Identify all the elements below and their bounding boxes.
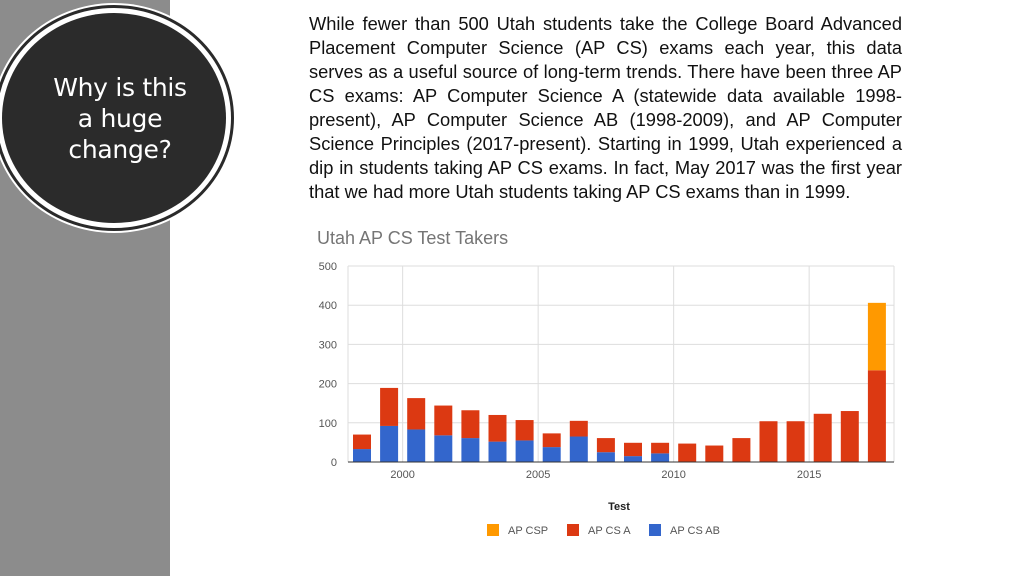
bar-ap-cs-a — [678, 443, 697, 462]
bar-ap-cs-a — [596, 438, 615, 453]
bar-ap-cs-a — [569, 420, 588, 437]
bar-ap-cs-a — [840, 411, 859, 462]
y-tick-label: 300 — [319, 339, 337, 351]
x-tick-label: 2015 — [797, 469, 821, 481]
legend-label: AP CSP — [508, 525, 548, 537]
y-tick-label: 200 — [319, 379, 337, 391]
y-tick-label: 500 — [319, 261, 337, 273]
bar-ap-cs-ab — [461, 438, 480, 462]
bar-ap-cs-ab — [542, 447, 561, 462]
bar-ap-cs-ab — [353, 449, 371, 462]
bar-ap-cs-a — [786, 421, 805, 462]
bar-ap-cs-a — [461, 410, 480, 439]
bar-ap-cs-a — [732, 438, 751, 462]
description-paragraph: While fewer than 500 Utah students take … — [309, 13, 902, 202]
x-tick-label: 2005 — [526, 469, 550, 481]
chart-title: Utah AP CS Test Takers — [317, 228, 508, 248]
y-tick-label: 0 — [331, 457, 337, 469]
x-tick-label: 2000 — [390, 469, 414, 481]
bar-ap-cs-a — [705, 445, 724, 462]
bar-ap-cs-a — [624, 442, 642, 457]
bar-ap-cs-ab — [569, 436, 588, 462]
legend-label: AP CS AB — [670, 525, 720, 537]
bar-ap-cs-a — [813, 413, 832, 462]
legend-label: AP CS A — [588, 525, 631, 537]
bar-ap-cs-ab — [434, 435, 453, 462]
legend-swatch — [567, 524, 579, 536]
y-tick-label: 100 — [319, 418, 337, 430]
bar-ap-cs-a — [867, 370, 886, 462]
bar-ap-cs-a — [434, 405, 453, 436]
bar-ap-cs-a — [759, 421, 778, 462]
bar-ap-cs-a — [651, 442, 670, 454]
bar-ap-cs-ab — [596, 452, 615, 462]
bar-ap-cs-a — [542, 433, 561, 448]
bar-ap-cs-ab — [488, 441, 507, 462]
x-axis-title: Test — [608, 501, 630, 513]
bar-ap-cs-a — [515, 420, 534, 441]
legend-swatch — [487, 524, 499, 536]
bar-ap-cs-a — [407, 398, 426, 430]
bar-ap-cs-a — [380, 387, 399, 426]
y-tick-label: 400 — [319, 300, 337, 312]
bar-ap-cs-ab — [624, 456, 642, 462]
x-tick-label: 2010 — [661, 469, 685, 481]
legend-swatch — [649, 524, 661, 536]
question-circle — [2, 13, 226, 223]
question-circle-ring — [0, 5, 234, 231]
bar-ap-cs-ab — [515, 440, 534, 462]
bar-ap-cs-a — [488, 414, 507, 442]
bar-ap-csp — [867, 302, 886, 371]
bar-ap-cs-ab — [407, 429, 426, 462]
bar-ap-cs-ab — [380, 425, 399, 462]
utah-ap-cs-chart: Utah AP CS Test Takers 0 100 200 300 400 500 20… — [317, 228, 895, 537]
bar-ap-cs-a — [353, 434, 371, 450]
bar-ap-cs-ab — [651, 453, 670, 462]
question-text: Why is this a huge change? — [53, 73, 187, 164]
